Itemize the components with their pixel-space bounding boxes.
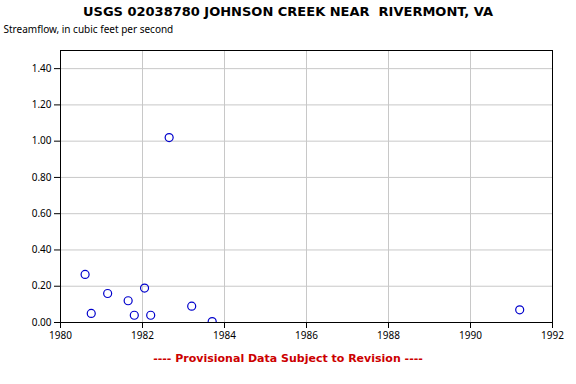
html-text:---- Provisional Data Subject: ---- Provisional Data Subject to Revisio… [153,352,423,365]
svg-text:1986: 1986 [295,328,318,342]
svg-text:1.00: 1.00 [32,133,52,147]
svg-text:0.40: 0.40 [32,242,52,256]
svg-text:Streamflow, in cubic feet per: Streamflow, in cubic feet per second [4,22,174,36]
svg-text:1.40: 1.40 [32,61,52,75]
svg-text:1.20: 1.20 [32,97,52,111]
svg-text:0.80: 0.80 [32,170,52,184]
svg-text:1988: 1988 [377,328,400,342]
svg-text:1992: 1992 [541,328,564,342]
svg-text:0.60: 0.60 [32,206,52,220]
svg-text:1980: 1980 [49,328,72,342]
html-text:USGS 02038780 JOHNSON CREEK NE: USGS 02038780 JOHNSON CREEK NEAR RIVERMO… [83,4,493,19]
svg-text:1984: 1984 [213,328,236,342]
svg-text:1982: 1982 [131,328,154,342]
svg-text:1990: 1990 [459,328,482,342]
svg-text:0.00: 0.00 [32,315,52,329]
svg-text:0.20: 0.20 [32,278,52,292]
